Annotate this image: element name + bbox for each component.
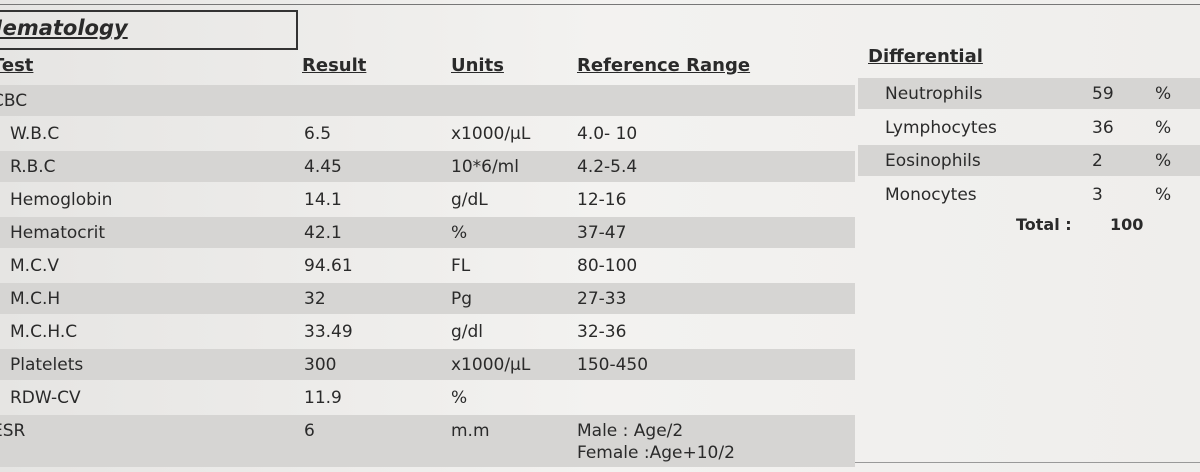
reference-range: Male : Age/2	[577, 421, 684, 441]
units: g/dL	[451, 190, 488, 210]
result: 32	[304, 289, 326, 309]
top-rule	[0, 4, 1200, 5]
test-name: Hemoglobin	[10, 190, 113, 210]
units: x1000/µL	[451, 355, 531, 375]
test-name: Platelets	[10, 355, 84, 375]
column-header: Units	[451, 55, 504, 76]
result: 6	[304, 421, 315, 441]
row-shade	[858, 78, 1200, 109]
cell-name: Eosinophils	[885, 151, 981, 171]
row-shade	[0, 217, 855, 248]
units: g/dl	[451, 322, 484, 342]
reference-range: 32-36	[577, 322, 627, 342]
reference-range: 37-47	[577, 223, 627, 243]
cell-unit: %	[1155, 151, 1172, 171]
column-header: Test	[0, 55, 34, 76]
result: 11.9	[304, 388, 342, 408]
row-shade	[0, 151, 855, 182]
units: x1000/µL	[451, 124, 531, 144]
result: 6.5	[304, 124, 332, 144]
cell-name: Lymphocytes	[885, 117, 997, 138]
units: 10*6/ml	[451, 157, 519, 177]
title-box	[0, 10, 298, 50]
row-shade	[0, 349, 855, 380]
result: 4.45	[304, 157, 342, 177]
test-name: M.C.V	[10, 256, 59, 276]
differential-title: Differential	[868, 46, 983, 67]
row-shade	[858, 145, 1200, 176]
cell-name: Monocytes	[885, 184, 977, 205]
result: 42.1	[304, 223, 342, 243]
cell-value: 3	[1092, 184, 1103, 205]
cell-unit: %	[1155, 117, 1172, 138]
row-shade	[0, 415, 855, 467]
test-name: W.B.C	[10, 124, 60, 144]
reference-range: 150-450	[577, 355, 649, 375]
result: 300	[304, 355, 337, 375]
test-name: CBC	[0, 91, 28, 111]
units: m.m	[451, 421, 490, 441]
result: 94.61	[304, 256, 353, 276]
cell-value: 36	[1092, 117, 1114, 138]
units: %	[451, 223, 468, 243]
cell-name: Neutrophils	[885, 84, 983, 104]
test-name: RDW-CV	[10, 388, 81, 408]
units: FL	[451, 256, 471, 276]
reference-range: Female :Age+10/2	[577, 443, 735, 463]
test-name: ESR	[0, 421, 26, 441]
reference-range: 4.0- 10	[577, 124, 638, 144]
result: 33.49	[304, 322, 353, 342]
row-shade	[0, 283, 855, 314]
section-title: Hematology	[0, 16, 128, 40]
total-label: Total :	[1016, 215, 1072, 234]
test-name: M.C.H.C	[10, 322, 78, 342]
units: %	[451, 388, 468, 408]
test-name: R.B.C	[10, 157, 56, 177]
test-name: Hematocrit	[10, 223, 106, 243]
cell-unit: %	[1155, 184, 1172, 205]
total-value: 100	[1110, 215, 1144, 234]
test-name: M.C.H	[10, 289, 61, 309]
reference-range: 80-100	[577, 256, 638, 276]
cell-value: 59	[1092, 84, 1114, 104]
reference-range: 27-33	[577, 289, 627, 309]
result: 14.1	[304, 190, 342, 210]
row-shade	[0, 85, 855, 116]
reference-range: 12-16	[577, 190, 627, 210]
column-header: Result	[302, 55, 367, 76]
cell-unit: %	[1155, 84, 1172, 104]
units: Pg	[451, 289, 473, 309]
reference-range: 4.2-5.4	[577, 157, 638, 177]
column-header: Reference Range	[577, 55, 751, 76]
cell-value: 2	[1092, 151, 1103, 171]
